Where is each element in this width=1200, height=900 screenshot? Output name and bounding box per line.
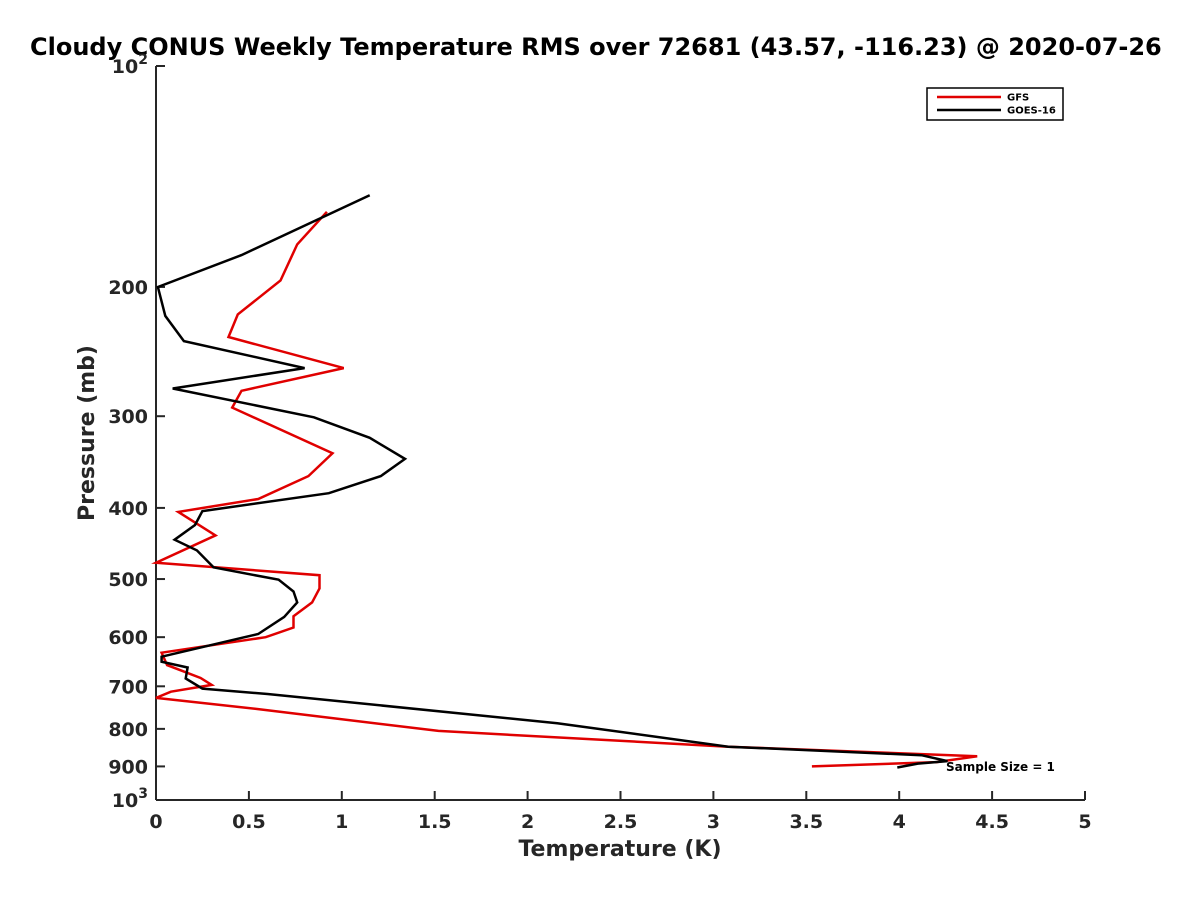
chart-title: Cloudy CONUS Weekly Temperature RMS over… bbox=[30, 33, 1162, 61]
y-tick-label: 600 bbox=[108, 627, 148, 649]
axes: 0 0.5 1 1.5 2 2.5 3 3.5 4 4.5 5 102 200 300 400 500 600 7… bbox=[108, 52, 1091, 833]
x-tick-label: 4 bbox=[893, 811, 906, 833]
x-axis-label: Temperature (K) bbox=[518, 837, 721, 862]
legend-label-gfs: GFS bbox=[1007, 93, 1029, 104]
x-tick-label: 5 bbox=[1078, 811, 1091, 833]
legend-label-goes-16: GOES-16 bbox=[1007, 106, 1056, 117]
x-tick-label: 2.5 bbox=[604, 811, 638, 833]
series-layer bbox=[151, 194, 978, 769]
x-tick-label: 3.5 bbox=[789, 811, 823, 833]
legend: GFS GOES-16 bbox=[926, 87, 1064, 121]
y-axis-label: Pressure (mb) bbox=[75, 345, 100, 521]
y-tick-label: 300 bbox=[108, 406, 148, 428]
x-tick-label: 1.5 bbox=[418, 811, 452, 833]
legend-box bbox=[926, 87, 1064, 121]
y-tick-label: 103 bbox=[112, 786, 148, 812]
y-tick-label: 800 bbox=[108, 719, 148, 741]
y-tick-label: 900 bbox=[108, 756, 148, 778]
x-tick-label: 0 bbox=[149, 811, 162, 833]
x-tick-label: 0.5 bbox=[232, 811, 266, 833]
y-tick-label: 102 bbox=[112, 52, 148, 78]
x-tick-label: 2 bbox=[521, 811, 534, 833]
y-tick-label: 700 bbox=[108, 676, 148, 698]
sample-size-annotation: Sample Size = 1 bbox=[946, 760, 1055, 774]
y-tick-label: 500 bbox=[108, 569, 148, 591]
series-line-goes-16 bbox=[156, 194, 948, 769]
x-tick-label: 3 bbox=[707, 811, 720, 833]
y-tick-label: 200 bbox=[108, 277, 148, 299]
x-tick-label: 1 bbox=[335, 811, 348, 833]
series-line-gfs bbox=[151, 210, 978, 768]
y-tick-label: 400 bbox=[108, 498, 148, 520]
x-tick-label: 4.5 bbox=[975, 811, 1009, 833]
